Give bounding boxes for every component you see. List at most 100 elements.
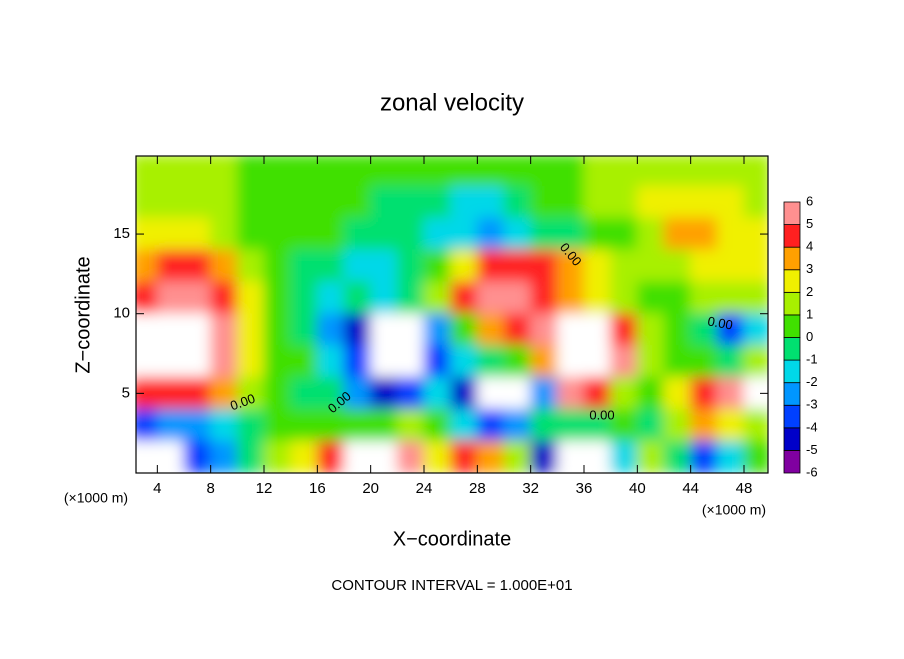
cell [503,440,532,473]
colorbar-swatch [783,201,801,225]
cell [450,313,478,347]
cell [343,217,372,251]
cell [263,345,292,378]
cell [743,345,768,378]
cell [316,313,345,347]
cell [316,440,345,473]
cell [663,217,692,251]
cell [450,249,478,283]
cell [476,376,505,410]
cell [716,185,745,219]
cell [610,345,638,378]
cell [316,185,345,219]
cell [183,376,212,410]
colorbar-label: 4 [806,239,813,254]
cell [450,156,478,187]
cell [210,281,238,315]
cell [503,281,532,315]
cell [583,440,612,473]
cell [423,440,452,473]
cell [663,376,692,410]
cell [583,313,612,347]
cell [610,408,638,442]
cell [236,440,265,473]
colorbar-swatch [783,359,801,384]
cell [530,440,558,473]
cell [556,313,585,347]
x-unit: (×1000 m) [702,502,766,518]
x-tick-label: 40 [629,480,646,497]
cell [290,185,318,219]
cell [476,345,505,378]
cell [290,249,318,283]
cell [343,281,372,315]
x-tick-label: 4 [153,480,161,497]
y-unit: (×1000 m) [64,490,128,506]
cell [556,249,585,283]
cell [396,281,425,315]
cell [236,376,265,410]
cell [476,156,505,187]
cell [316,217,345,251]
cell [290,217,318,251]
cell [316,376,345,410]
cell [716,376,745,410]
cell [636,281,665,315]
cell [716,249,745,283]
cell [556,185,585,219]
cell [290,440,318,473]
cell [156,440,185,473]
cell [610,217,638,251]
cell [690,281,718,315]
colorbar-label: -5 [806,442,818,457]
x-tick-label: 24 [416,480,433,497]
cell [636,345,665,378]
cell [476,440,505,473]
cell [156,249,185,283]
field [136,156,768,473]
cell [290,281,318,315]
cell [556,408,585,442]
cell [583,281,612,315]
y-tick-label: 5 [122,384,130,401]
cell [136,156,158,187]
cell [396,345,425,378]
cell [136,440,158,473]
cell [476,217,505,251]
cell [263,440,292,473]
cell [263,185,292,219]
colorbar-label: -6 [806,464,818,479]
colorbar-label: -2 [806,374,818,389]
cell [530,217,558,251]
contour-label: 0.00 [706,313,734,332]
cell [343,440,372,473]
cell [263,156,292,187]
cell [263,408,292,442]
cell [423,408,452,442]
cell [136,408,158,442]
cell [156,185,185,219]
cell [476,408,505,442]
cell [210,249,238,283]
chart-title: zonal velocity [380,89,524,116]
cell [663,156,692,187]
cell [743,313,768,347]
cell [503,156,532,187]
cell [370,281,398,315]
contour-label: 0.00 [589,407,614,422]
plot-frame [135,155,769,474]
cell [396,185,425,219]
cell [263,376,292,410]
cell [343,249,372,283]
x-tick-label: 12 [256,480,273,497]
cell [583,156,612,187]
cell [716,440,745,473]
cell [503,249,532,283]
cell [663,185,692,219]
cell [530,408,558,442]
cell [743,408,768,442]
cell [690,185,718,219]
cell [423,313,452,347]
cell [370,313,398,347]
colorbar-swatch [783,382,801,406]
